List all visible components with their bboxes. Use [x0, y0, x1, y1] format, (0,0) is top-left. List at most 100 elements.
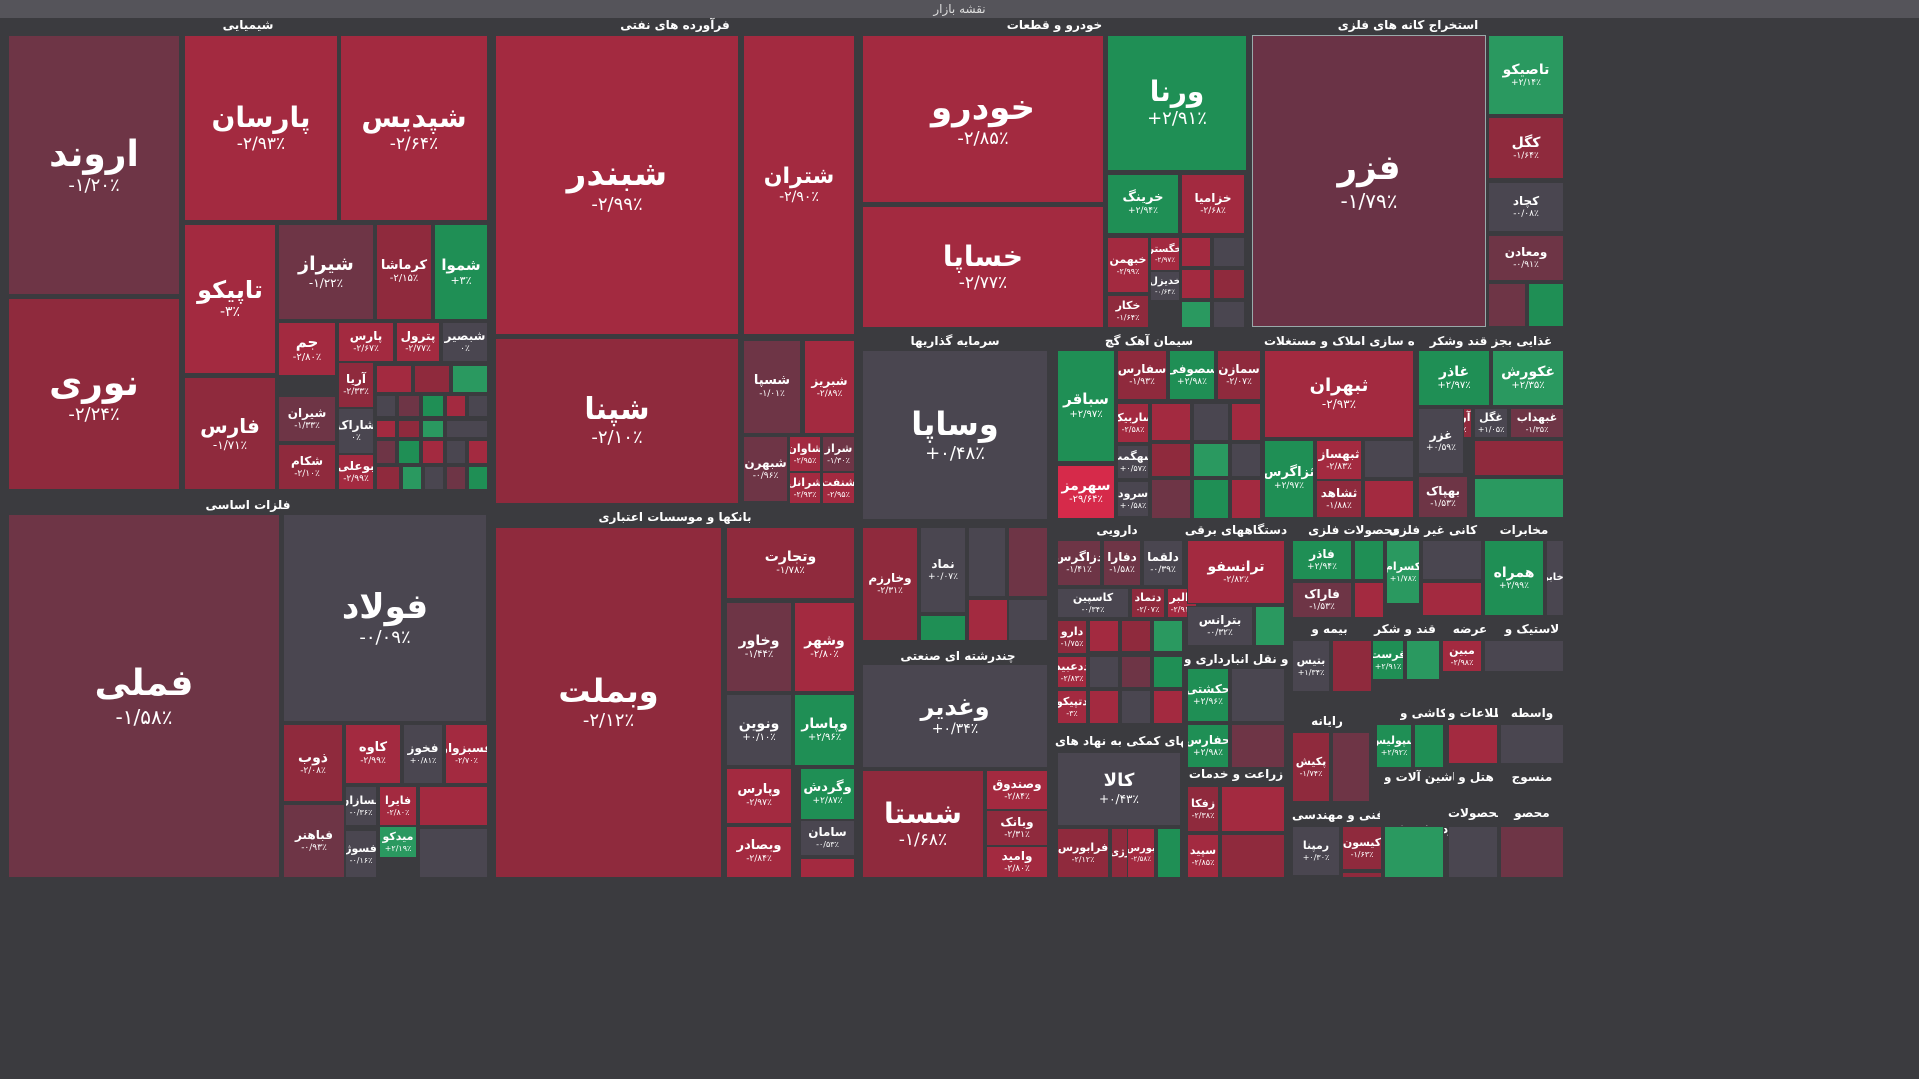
ticker-tile-small[interactable]: [422, 440, 444, 464]
ticker-tile[interactable]: وامید -۲/۸۰٪: [986, 846, 1048, 878]
ticker-tile-small[interactable]: [468, 466, 488, 490]
ticker-tile-small[interactable]: [1231, 443, 1261, 477]
ticker-tile[interactable]: شبندر -۲/۹۹٪: [495, 35, 739, 335]
ticker-tile[interactable]: وساپا +۰/۴۸٪: [862, 350, 1048, 520]
ticker-tile[interactable]: پارسان -۲/۹۳٪: [184, 35, 338, 221]
ticker-tile[interactable]: شبصیر ۰٪: [442, 322, 488, 362]
ticker-tile-small[interactable]: [1332, 732, 1370, 802]
ticker-tile[interactable]: فولاد -۰/۰۹٪: [283, 514, 487, 722]
ticker-tile-small[interactable]: [1231, 479, 1261, 519]
ticker-tile[interactable]: پکیش -۱/۷۴٪: [1292, 732, 1330, 802]
ticker-tile[interactable]: جم -۲/۸۰٪: [278, 322, 336, 376]
ticker-tile[interactable]: مبین -۲/۹۸٪: [1442, 640, 1482, 672]
ticker-tile[interactable]: ومعادن -۰/۹۱٪: [1488, 235, 1564, 281]
ticker-tile-small[interactable]: [1151, 403, 1191, 441]
ticker-tile[interactable]: ثبهران -۲/۹۳٪: [1264, 350, 1414, 438]
ticker-tile-small[interactable]: [1500, 724, 1564, 764]
ticker-tile-small[interactable]: [1422, 582, 1482, 616]
ticker-tile[interactable]: سهگمت+۰/۵۷٪: [1117, 445, 1149, 479]
ticker-tile[interactable]: سامان -۰/۵۳٪: [800, 820, 855, 856]
ticker-tile-small[interactable]: [1153, 620, 1183, 652]
ticker-tile-small[interactable]: [1221, 834, 1285, 878]
ticker-tile-small[interactable]: [1474, 440, 1564, 476]
ticker-tile-small[interactable]: [920, 615, 966, 641]
ticker-tile-small[interactable]: [376, 440, 396, 464]
ticker-tile[interactable]: فسوژ -۰/۱۶٪: [345, 830, 377, 878]
ticker-tile-small[interactable]: [1008, 599, 1048, 641]
ticker-tile-small[interactable]: [468, 440, 488, 464]
ticker-tile[interactable]: وشهر -۲/۸۰٪: [794, 602, 855, 692]
ticker-tile[interactable]: سمازن -۲/۰۷٪: [1217, 350, 1261, 400]
ticker-tile[interactable]: کالا +۰/۴۳٪: [1057, 752, 1181, 826]
ticker-tile-small[interactable]: [1448, 724, 1498, 764]
ticker-tile[interactable]: سرود +۰/۵۸٪: [1117, 481, 1149, 517]
ticker-tile[interactable]: دتپیکو -۳٪: [1057, 690, 1087, 724]
ticker-tile[interactable]: شرانل -۲/۹۳٪: [789, 472, 821, 504]
ticker-tile-small[interactable]: [1488, 283, 1526, 327]
ticker-tile[interactable]: وبانک -۲/۳۱٪: [986, 810, 1048, 846]
ticker-tile[interactable]: قرست+۲/۹۱٪: [1372, 640, 1404, 680]
ticker-tile-small[interactable]: [1151, 443, 1191, 477]
ticker-tile-small[interactable]: [1213, 237, 1245, 267]
ticker-tile[interactable]: غکورش +۲/۳۵٪: [1492, 350, 1564, 406]
ticker-tile[interactable]: حکشتی +۲/۹۶٪: [1187, 668, 1229, 722]
ticker-tile[interactable]: کسرام +۱/۷۸٪: [1386, 540, 1420, 604]
ticker-tile[interactable]: بترانس -۰/۳۲٪: [1187, 606, 1253, 646]
ticker-tile[interactable]: فسازان-۰/۳۶٪: [345, 786, 377, 826]
ticker-tile[interactable]: دزاگرس -۱/۴۱٪: [1057, 540, 1101, 586]
ticker-tile[interactable]: وگردش +۲/۸۷٪: [800, 768, 855, 820]
ticker-tile-small[interactable]: [452, 365, 488, 393]
ticker-tile[interactable]: شراز -۱/۳۰٪: [822, 436, 855, 472]
ticker-tile[interactable]: فسبزوار-۲/۷۰٪: [445, 724, 488, 784]
ticker-tile[interactable]: شپنا -۲/۱۰٪: [495, 338, 739, 504]
ticker-tile-small[interactable]: [376, 466, 400, 490]
ticker-tile[interactable]: خدیزل -۰/۶۴٪: [1150, 271, 1180, 301]
ticker-tile-small[interactable]: [1193, 479, 1229, 519]
ticker-tile[interactable]: وبصادر -۲/۸۴٪: [726, 826, 792, 878]
ticker-tile-small[interactable]: [800, 858, 855, 878]
ticker-tile[interactable]: کگل -۱/۶۴٪: [1488, 117, 1564, 179]
ticker-tile[interactable]: غبهداب -۱/۳۵٪: [1510, 408, 1564, 438]
ticker-tile-small[interactable]: [1384, 826, 1444, 878]
ticker-tile-small[interactable]: [1089, 620, 1119, 652]
ticker-tile[interactable]: پارس -۲/۶۷٪: [338, 322, 394, 362]
ticker-tile[interactable]: فباهنر -۰/۹۳٪: [283, 804, 345, 878]
ticker-tile-small[interactable]: [1157, 828, 1181, 878]
ticker-tile-small[interactable]: [1484, 640, 1564, 672]
ticker-tile-small[interactable]: [1151, 479, 1191, 519]
ticker-tile-small[interactable]: [1500, 826, 1564, 878]
ticker-tile[interactable]: وبملت -۲/۱۲٪: [495, 527, 722, 878]
ticker-tile-small[interactable]: [1213, 301, 1245, 328]
ticker-tile[interactable]: کرماشا -۲/۱۵٪: [376, 224, 432, 320]
ticker-tile[interactable]: خساپا -۲/۷۷٪: [862, 206, 1104, 328]
ticker-tile-small[interactable]: [1406, 640, 1440, 680]
ticker-tile[interactable]: فایرا -۲/۸۰٪: [379, 786, 417, 826]
ticker-tile-small[interactable]: [968, 599, 1008, 641]
ticker-tile-small[interactable]: [468, 395, 488, 417]
ticker-tile[interactable]: آریا -۲/۳۳٪: [338, 362, 374, 408]
ticker-tile-small[interactable]: [1364, 440, 1414, 478]
ticker-tile-small[interactable]: [1448, 826, 1498, 878]
ticker-tile-small[interactable]: [376, 395, 396, 417]
ticker-tile[interactable]: فاذر +۲/۹۴٪: [1292, 540, 1352, 580]
ticker-tile[interactable]: شموا +۳٪: [434, 224, 488, 320]
ticker-tile[interactable]: ونوین +۰/۱۰٪: [726, 694, 792, 766]
ticker-tile[interactable]: فرابورس -۲/۱۲٪: [1057, 828, 1109, 878]
ticker-tile[interactable]: سهرمز -۲۹/۶۴٪: [1057, 465, 1115, 519]
ticker-tile[interactable]: شپدیس -۲/۶۴٪: [340, 35, 488, 221]
ticker-tile[interactable]: سپولیس+۲/۹۲٪: [1376, 724, 1412, 768]
ticker-tile[interactable]: فملی -۱/۵۸٪: [8, 514, 280, 878]
ticker-tile[interactable]: سفارس -۱/۹۳٪: [1117, 350, 1167, 400]
ticker-tile-small[interactable]: [1231, 403, 1261, 441]
ticker-tile-small[interactable]: [1414, 724, 1444, 768]
ticker-tile[interactable]: شیراز -۱/۲۲٪: [278, 224, 374, 320]
ticker-tile-small[interactable]: [1354, 540, 1384, 580]
ticker-tile-small[interactable]: [1221, 786, 1285, 832]
ticker-tile[interactable]: فزر -۱/۷۹٪: [1252, 35, 1486, 327]
ticker-tile[interactable]: خکار -۱/۶۴٪: [1107, 295, 1149, 328]
ticker-tile-small[interactable]: [424, 466, 444, 490]
ticker-tile[interactable]: شستا -۱/۶۸٪: [862, 770, 984, 878]
ticker-tile-small[interactable]: [1008, 527, 1048, 597]
ticker-tile[interactable]: پترول -۲/۷۷٪: [396, 322, 440, 362]
ticker-tile-small[interactable]: [398, 440, 420, 464]
